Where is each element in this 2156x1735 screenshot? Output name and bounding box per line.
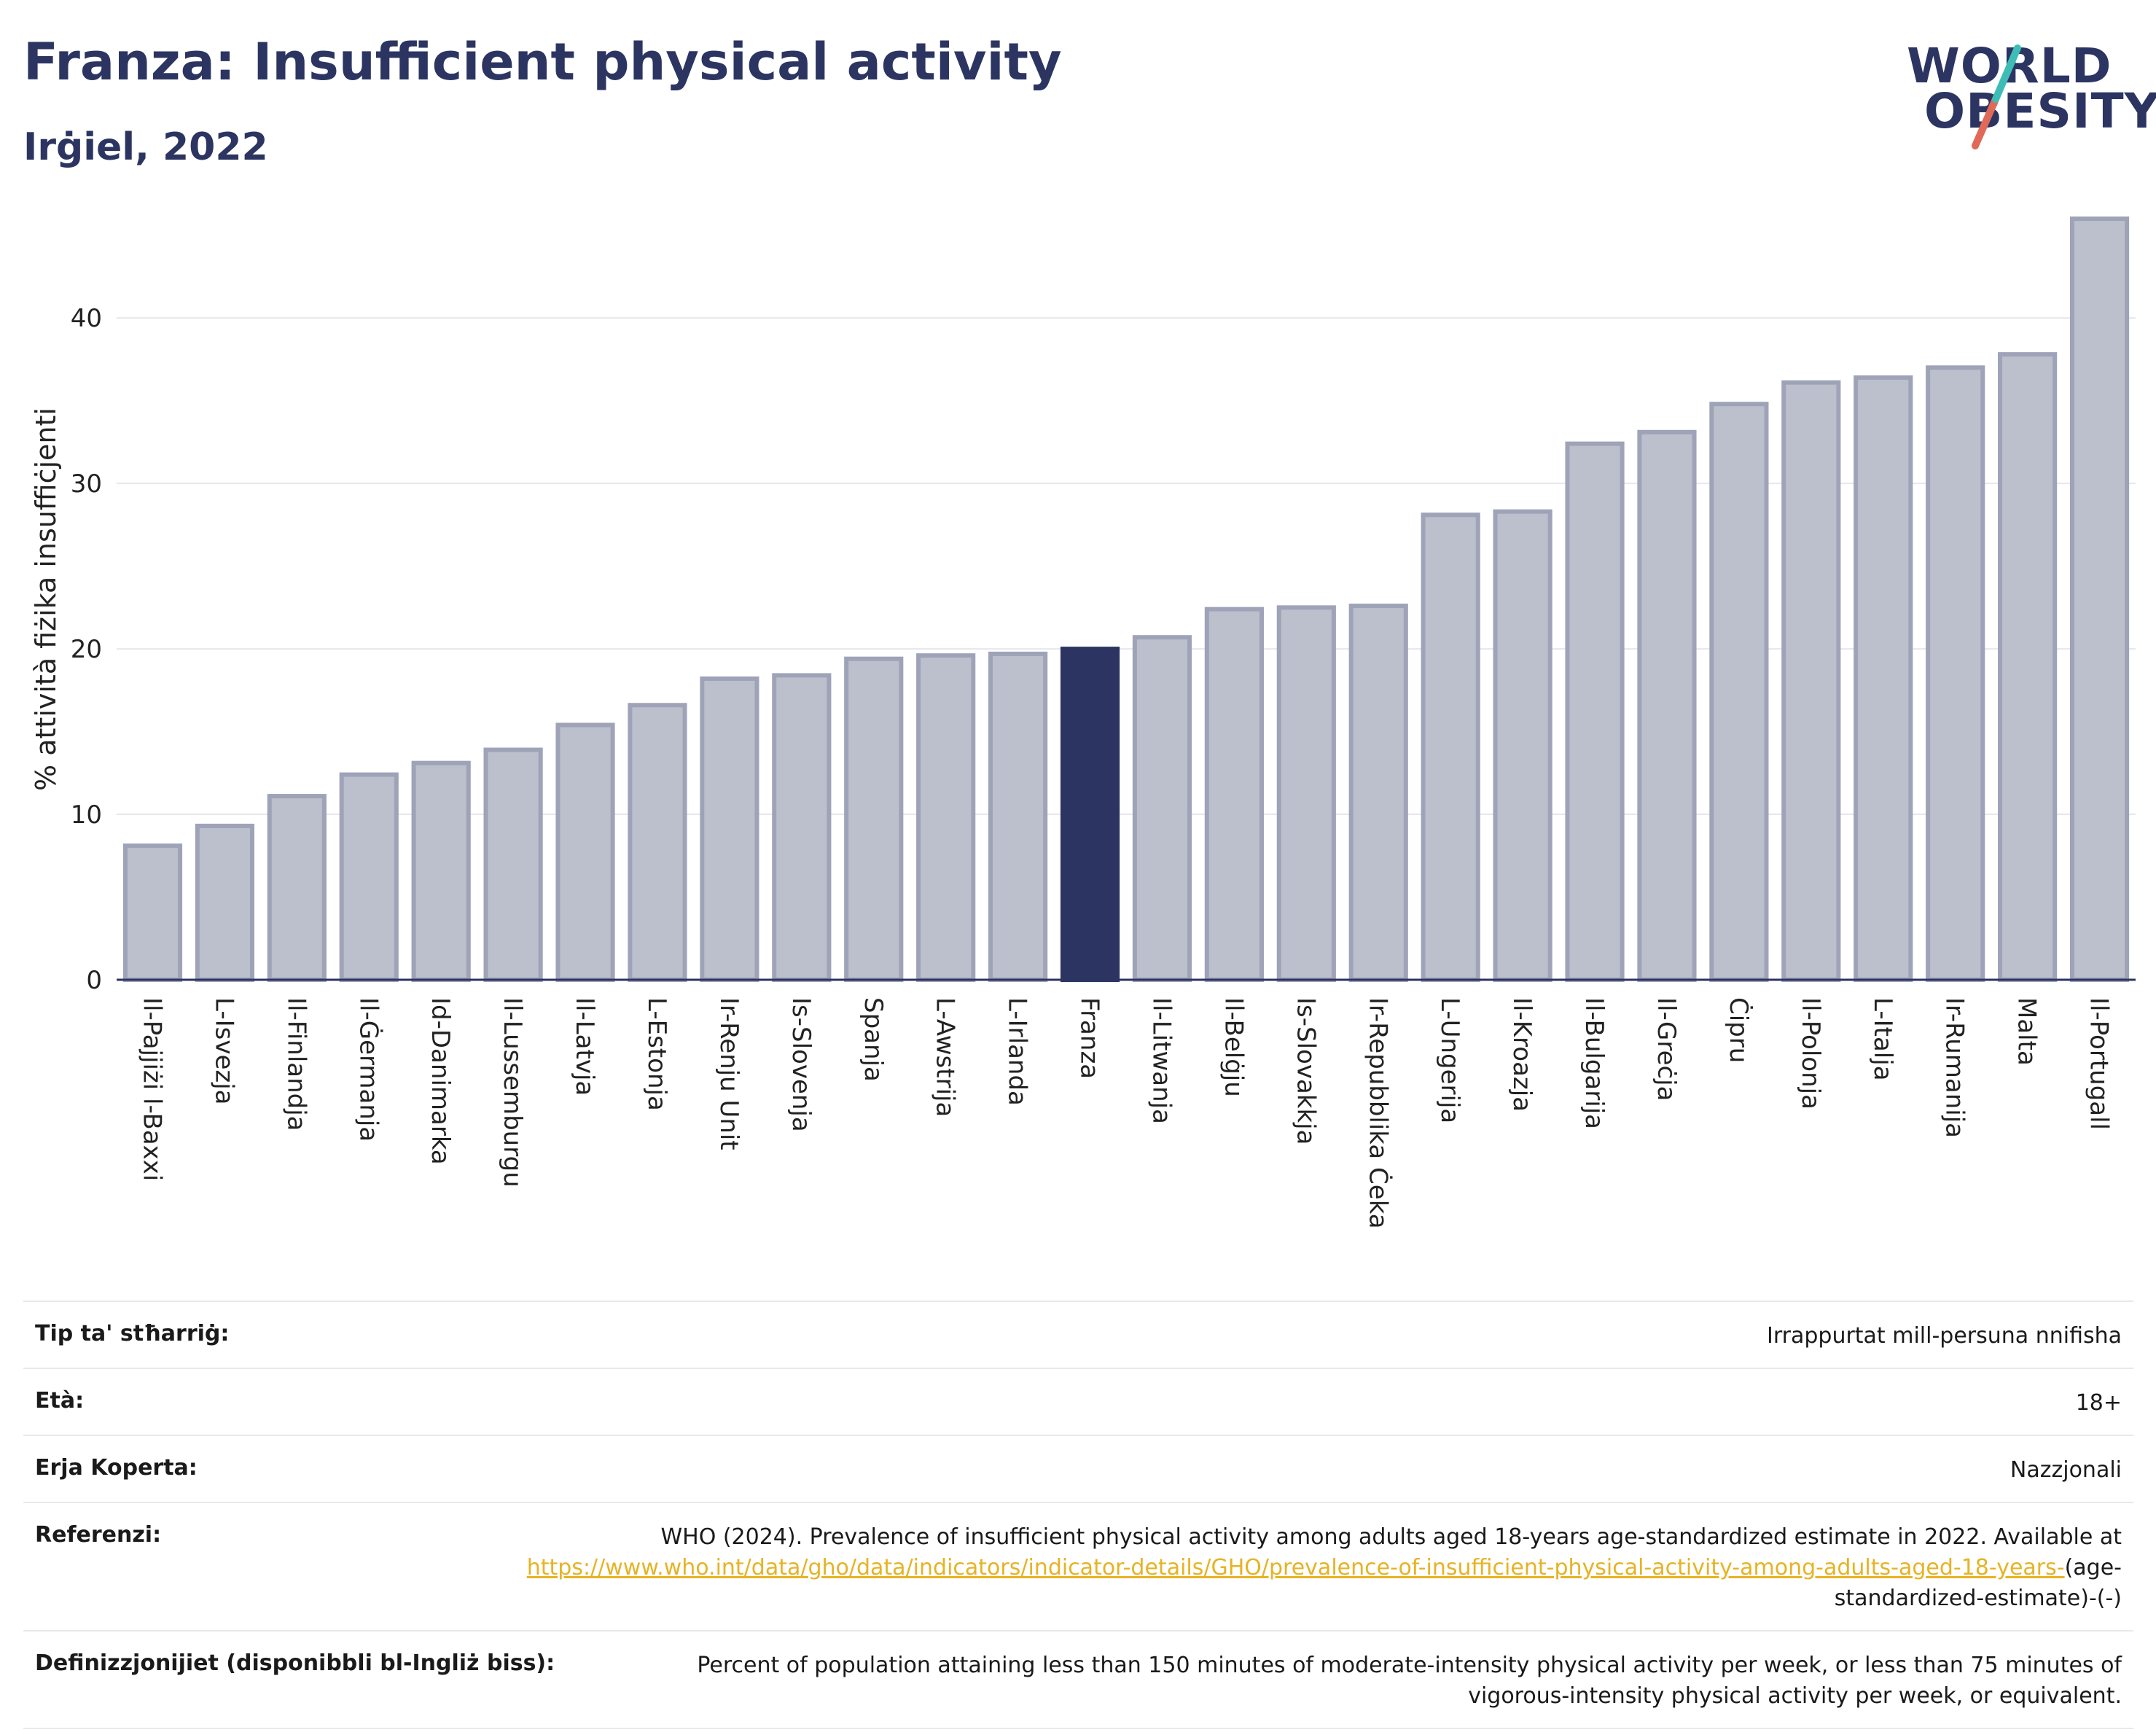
y-tick-label: 20 [71,635,102,664]
x-tick-label: Is-Slovakkja [1291,997,1320,1145]
reference-value: WHO (2024). Prevalence of insufficient p… [504,1522,2122,1614]
y-tick-label: 30 [71,469,102,499]
x-tick-label: Ir-Rumanija [1940,997,1969,1138]
info-row-area: Erja Koperta: Nazzjonali [23,1435,2133,1502]
x-tick-label: Malta [2012,997,2042,1066]
bar [195,823,254,982]
bar [1421,512,1480,982]
x-tick-label: Il-Litwanja [1147,997,1176,1124]
x-tick-label: Il-Pajjiżi l-Baxxi [137,997,166,1181]
bar [1348,604,1408,982]
info-row-definitions: Definizzjonijiet (disponibbli bl-Ingliż … [23,1630,2133,1729]
x-tick-label: Il-Greċja [1652,997,1681,1101]
x-tick-label: Il-Kroazja [1507,997,1536,1112]
x-tick-label: L-Estonja [642,997,671,1111]
bar [1709,402,1769,983]
y-axis-label: % attività fiżika insuffiċjenti [30,408,62,791]
definitions-value: Percent of population attaining less tha… [697,1653,2122,1709]
bar [1637,429,1697,982]
page-title: Franza: Insufficient physical activity [23,32,1062,92]
bar [1854,375,1913,983]
x-tick-label: Ir-Renju Unit [714,997,743,1150]
bar [988,651,1048,982]
bar [700,676,759,983]
x-tick-label: Ċipru [1724,997,1754,1063]
x-tick-label: Il-Finlandja [281,997,310,1131]
world-obesity-logo: WORLD OBESITY [1902,38,2156,155]
age-label: Età: [35,1388,85,1414]
bar [1565,441,1625,982]
bar [339,772,399,982]
area-value: Nazzjonali [2009,1457,2122,1483]
x-tick-label: Il-Belġju [1219,997,1248,1097]
x-tick-label: Id-Danimarka [426,997,455,1165]
definitions-label: Definizzjonijiet (disponibbli bl-Ingliż … [35,1650,555,1676]
survey-type-label: Tip ta' stħarriġ: [35,1321,230,1346]
bar [122,843,183,982]
y-tick-label: 40 [71,304,102,333]
x-tick-label: Spanja [859,997,888,1082]
logo-line-2: OBESITY [1924,83,2156,139]
x-tick-label: Il-Ġermanja [354,997,383,1142]
bar [483,747,543,983]
bar [916,653,976,982]
y-tick-label: 0 [86,966,102,995]
x-tick-label: Il-Lussemburgu [498,997,527,1188]
bar [1132,635,1192,982]
x-tick-label: Il-Polonja [1796,997,1825,1110]
area-label: Erja Koperta: [35,1455,198,1481]
bar [1493,509,1552,982]
bar [628,703,687,983]
bar [772,673,832,983]
bar-chart: 0 10 20 30 40 % attività fiżika insuffiċjenti… [30,217,2136,1229]
y-tick-label: 10 [71,800,102,830]
bar [1926,365,1985,982]
bar [1060,647,1120,983]
info-table: Tip ta' stħarriġ: Irrappurtat mill-persu… [23,1301,2133,1729]
reference-text: WHO (2024). Prevalence of insufficient p… [660,1524,2122,1550]
bar [555,722,615,982]
age-value: 18+ [2075,1390,2122,1416]
bar [1204,607,1264,982]
x-tick-label: Is-Slovenja [786,997,816,1132]
info-row-age: Età: 18+ [23,1368,2133,1435]
x-tick-label: L-Isvezja [209,997,238,1105]
x-tick-label: L-Ungerija [1435,997,1464,1123]
x-tick-label: L-Irlanda [1003,997,1032,1106]
logo-slash-icon [1972,44,2021,149]
bar [1998,352,2058,982]
x-tick-label: L-Awstrija [931,997,960,1117]
x-tick-label: Franza [1075,997,1104,1079]
bar [844,656,904,982]
info-row-reference: Referenzi: WHO (2024). Prevalence of ins… [23,1502,2133,1630]
survey-type-value: Irrappurtat mill-persuna nnifisha [1766,1323,2122,1349]
x-tick-label: L-Italja [1868,997,1897,1081]
bar [1276,605,1336,982]
reference-label: Referenzi: [35,1522,162,1548]
page-subtitle: Irġiel, 2022 [23,125,268,169]
reference-link[interactable]: https://www.who.int/data/gho/data/indica… [526,1555,2065,1580]
x-tick-label: Ir-Repubblika Ċeka [1363,997,1393,1229]
bar [1781,380,1841,982]
x-tick-label: Il-Bulgarija [1579,997,1609,1129]
x-tick-label: Il-Latvja [570,997,599,1096]
bar [267,794,327,982]
bar [2069,217,2130,982]
info-row-survey-type: Tip ta' stħarriġ: Irrappurtat mill-persu… [23,1301,2133,1368]
bar [411,760,471,982]
x-tick-label: Il-Portugall [2085,997,2114,1130]
reference-text-after: (age-standardized-estimate)-(-) [1834,1555,2122,1611]
